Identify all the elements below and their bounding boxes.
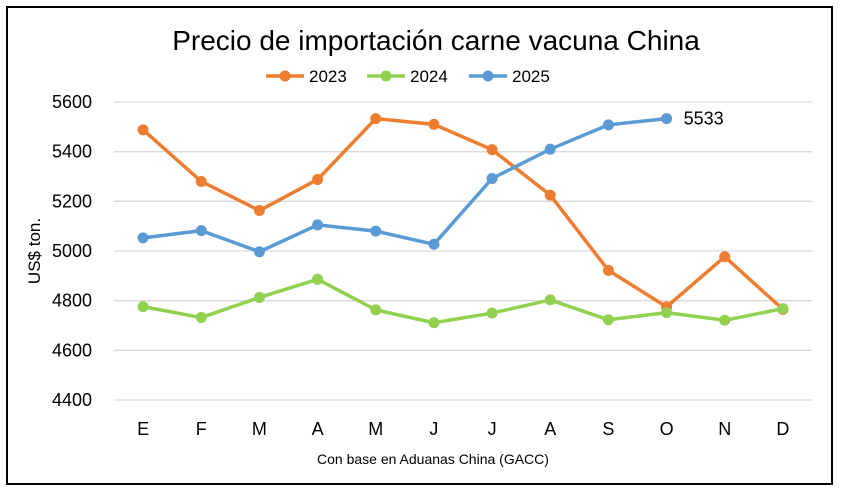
data-point: [428, 238, 440, 250]
x-tick-label: O: [660, 419, 674, 439]
x-tick-label: E: [137, 419, 149, 439]
data-point: [195, 225, 207, 237]
data-point: [486, 144, 498, 156]
data-point: [253, 205, 265, 217]
series-group: [137, 113, 789, 329]
chart-frame: [6, 6, 833, 485]
y-tick-label: 5400: [52, 142, 92, 162]
data-point: [428, 118, 440, 130]
data-point: [719, 314, 731, 326]
x-tick-label: N: [718, 419, 731, 439]
series-line-2024: [141, 277, 785, 325]
annotations: 5533: [684, 109, 724, 129]
data-point: [312, 219, 324, 231]
data-point: [312, 273, 324, 285]
x-tick-label: F: [196, 419, 207, 439]
y-tick-label: 5600: [52, 92, 92, 112]
data-point: [544, 294, 556, 306]
data-point: [370, 304, 382, 316]
data-point: [661, 113, 673, 125]
y-tick-label: 5200: [52, 191, 92, 211]
x-tick-label: M: [368, 419, 383, 439]
legend-item-2025: 2025: [469, 67, 550, 86]
x-tick-label: J: [488, 419, 497, 439]
data-point: [253, 246, 265, 258]
data-point: [602, 314, 614, 326]
x-tick-label: A: [312, 419, 324, 439]
data-point: [486, 172, 498, 184]
x-tick-label: D: [776, 419, 789, 439]
data-point: [137, 232, 149, 244]
legend-label: 2024: [410, 67, 448, 86]
x-tick-label: M: [252, 419, 267, 439]
data-point: [137, 301, 149, 313]
legend-label: 2025: [512, 67, 550, 86]
series-2025: [137, 113, 673, 258]
legend-label: 2023: [309, 67, 347, 86]
data-point: [602, 119, 614, 131]
data-point: [661, 307, 673, 319]
y-axis-label: US$ ton.: [25, 218, 44, 284]
series-line-2025: [141, 116, 669, 254]
data-point: [602, 264, 614, 276]
legend-swatch-marker: [482, 70, 494, 82]
gridlines: [114, 101, 812, 401]
data-point: [195, 175, 207, 187]
source-note: Con base en Aduanas China (GACC): [317, 451, 549, 467]
legend: 2023 2024 2025: [266, 67, 550, 86]
series-2023: [137, 113, 789, 315]
data-point: [312, 173, 324, 185]
y-tick-label: 4800: [52, 291, 92, 311]
legend-swatch-marker: [279, 70, 291, 82]
series-2024: [137, 273, 789, 329]
legend-swatch-marker: [380, 70, 392, 82]
y-tick-label: 4600: [52, 340, 92, 360]
x-tick-label: S: [602, 419, 614, 439]
data-point: [137, 124, 149, 136]
data-point: [428, 317, 440, 329]
legend-item-2024: 2024: [367, 67, 448, 86]
data-point: [719, 251, 731, 263]
legend-item-2023: 2023: [266, 67, 347, 86]
data-point: [195, 312, 207, 324]
y-tick-label: 4400: [52, 390, 92, 410]
chart-title: Precio de importación carne vacuna China: [172, 25, 700, 56]
data-point: [544, 143, 556, 155]
y-axis-ticks: 4400 4600 4800 5000 5200 5400 5600: [52, 92, 92, 410]
y-tick-label: 5000: [52, 241, 92, 261]
data-point: [370, 225, 382, 237]
data-point: [777, 303, 789, 315]
data-point: [486, 307, 498, 319]
data-point: [253, 291, 265, 303]
x-tick-label: J: [429, 419, 438, 439]
series-line-2023: [141, 116, 785, 312]
x-tick-label: A: [544, 419, 556, 439]
data-point: [544, 189, 556, 201]
data-label: 5533: [684, 109, 724, 129]
data-point: [370, 113, 382, 125]
